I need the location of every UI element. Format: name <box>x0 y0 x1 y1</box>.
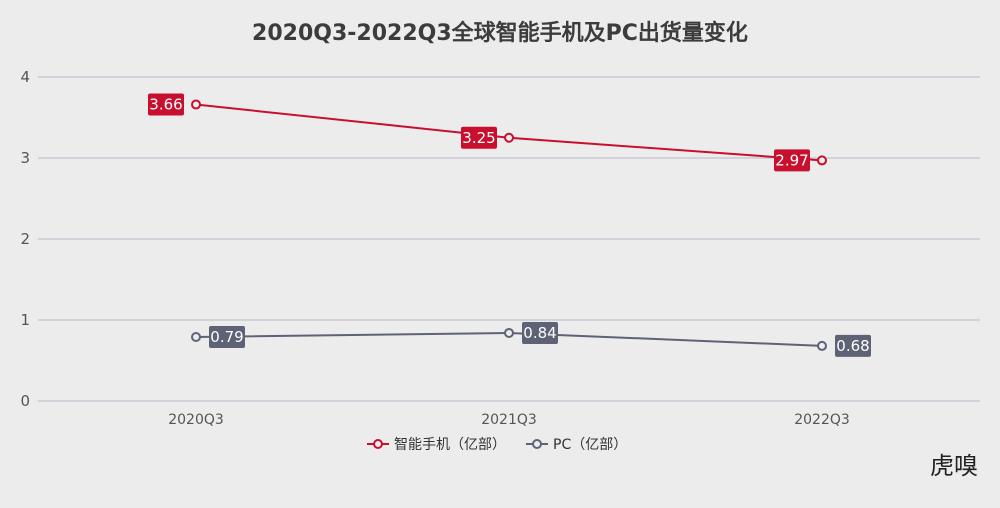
data-label-pc: 0.84 <box>523 324 556 342</box>
y-tick-label: 0 <box>20 392 30 410</box>
data-label-box-pc <box>209 326 245 349</box>
data-point-pc <box>191 332 201 343</box>
data-label-smartphone: 3.66 <box>149 96 182 114</box>
data-label-layer: 3.66 3.25 2.97 0.79 0.84 0.68 <box>148 93 871 357</box>
data-label-box-pc <box>522 321 558 344</box>
watermark-logo: 虎嗅 <box>930 452 978 480</box>
data-label-smartphone: 3.25 <box>462 129 495 147</box>
data-label-box-smartphone <box>461 126 497 149</box>
data-label-box-pc <box>835 334 871 357</box>
data-point-smartphone <box>504 132 514 143</box>
data-point-smartphone <box>191 99 201 110</box>
legend-marker-smartphone <box>373 439 383 449</box>
y-tick-label: 4 <box>20 68 30 86</box>
x-tick-label: 2022Q3 <box>794 412 850 428</box>
data-point-smartphone <box>817 155 827 166</box>
y-tick-label: 1 <box>20 311 30 329</box>
legend-label-pc: PC（亿部） <box>553 437 627 453</box>
data-point-pc <box>504 327 514 338</box>
legend-label-smartphone: 智能手机（亿部） <box>394 437 506 453</box>
legend-item-pc[interactable]: PC（亿部） <box>526 437 627 453</box>
y-tick-label: 2 <box>20 230 30 248</box>
data-label-box-smartphone <box>148 93 184 116</box>
x-tick-label: 2020Q3 <box>168 412 224 428</box>
legend-marker-pc <box>532 439 542 449</box>
series-line-smartphone <box>195 103 823 162</box>
data-point-pc <box>817 340 827 351</box>
data-label-smartphone: 2.97 <box>775 151 808 169</box>
legend-item-smartphone[interactable]: 智能手机（亿部） <box>367 437 506 453</box>
x-axis-ticks: 2020Q3 2021Q3 2022Q3 <box>168 412 850 428</box>
data-label-box-smartphone <box>774 149 810 172</box>
y-axis-ticks: 0 1 2 3 4 <box>20 68 30 410</box>
data-label-pc: 0.79 <box>210 328 243 346</box>
x-tick-label: 2021Q3 <box>481 412 537 428</box>
y-tick-label: 3 <box>20 149 30 167</box>
legend: 智能手机（亿部） PC（亿部） <box>367 437 627 453</box>
data-label-pc: 0.68 <box>836 337 869 355</box>
chart-title: 2020Q3-2022Q3全球智能手机及PC出货量变化 <box>252 20 748 46</box>
series-layer <box>191 99 827 351</box>
